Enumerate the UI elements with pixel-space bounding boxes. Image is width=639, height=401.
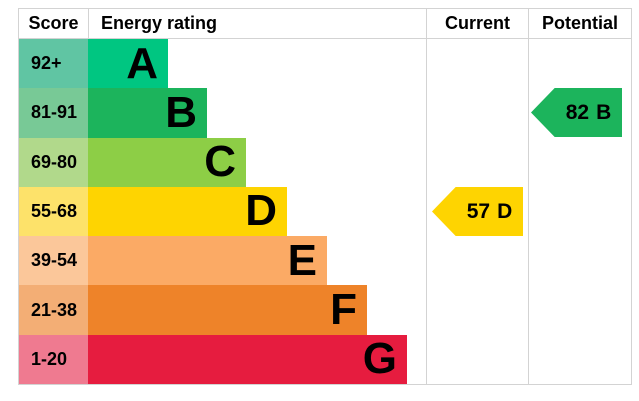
epc-band-row-a: 92+ A <box>19 38 426 89</box>
band-bar: A <box>88 38 168 89</box>
current-rating-value: 57 <box>466 199 491 223</box>
band-score-label: 55-68 <box>31 200 78 221</box>
header-energy-rating: Energy rating <box>101 13 218 33</box>
current-rating-arrow: 57 D <box>432 187 523 236</box>
band-grade-letter: B <box>165 87 197 137</box>
band-score-label: 21-38 <box>31 299 78 320</box>
header-underline <box>18 38 632 39</box>
potential-rating-arrow: 82 B <box>531 88 622 137</box>
table-left-border <box>18 8 19 385</box>
band-grade-letter: F <box>330 285 357 335</box>
band-bar: F <box>88 285 367 335</box>
epc-band-row-c: 69-80 C <box>19 137 426 187</box>
band-bar: D <box>88 186 287 237</box>
epc-band-row-b: 81-91 B <box>19 87 426 138</box>
band-score-cell: 92+ <box>19 39 88 89</box>
band-bar: B <box>88 87 207 138</box>
band-score-label: 1-20 <box>31 348 68 369</box>
epc-table: Score Energy rating Current Potential 92… <box>18 8 632 385</box>
band-bar: G <box>88 334 407 384</box>
band-score-label: 92+ <box>31 53 62 74</box>
header-score: Score <box>28 13 79 33</box>
band-rows: 92+ A 81-91 B 69-80 C 55-68 D 39-54 E 21… <box>19 39 426 384</box>
band-score-cell: 21-38 <box>19 285 88 335</box>
band-grade-letter: C <box>204 137 236 187</box>
band-grade-letter: D <box>245 186 277 236</box>
header-potential: Potential <box>541 13 618 33</box>
epc-band-row-f: 21-38 F <box>19 285 426 335</box>
band-bar: E <box>88 235 327 286</box>
band-grade-letter: G <box>362 334 397 384</box>
epc-band-row-e: 39-54 E <box>19 235 426 286</box>
band-score-cell: 81-91 <box>19 88 88 138</box>
column-separator-current <box>426 8 427 385</box>
table-right-border <box>631 8 632 385</box>
band-score-label: 81-91 <box>31 102 78 123</box>
header-current: Current <box>444 13 510 33</box>
current-rating-band: D <box>497 199 513 223</box>
band-score-label: 69-80 <box>31 151 78 172</box>
band-score-cell: 1-20 <box>19 334 88 384</box>
potential-rating-band: B <box>596 100 612 124</box>
table-top-border <box>18 8 632 9</box>
band-grade-letter: A <box>126 38 158 88</box>
band-score-cell: 39-54 <box>19 236 88 286</box>
table-bottom-border <box>18 384 632 385</box>
band-bar: C <box>88 137 246 187</box>
band-score-label: 39-54 <box>31 250 78 271</box>
band-score-cell: 55-68 <box>19 186 88 237</box>
band-score-cell: 69-80 <box>19 137 88 187</box>
epc-band-row-g: 1-20 G <box>19 334 426 384</box>
potential-rating-value: 82 <box>565 100 590 124</box>
band-grade-letter: E <box>287 235 317 285</box>
epc-band-row-d: 55-68 D <box>19 186 426 237</box>
column-separator-score <box>88 8 89 38</box>
column-separator-potential <box>528 8 529 385</box>
